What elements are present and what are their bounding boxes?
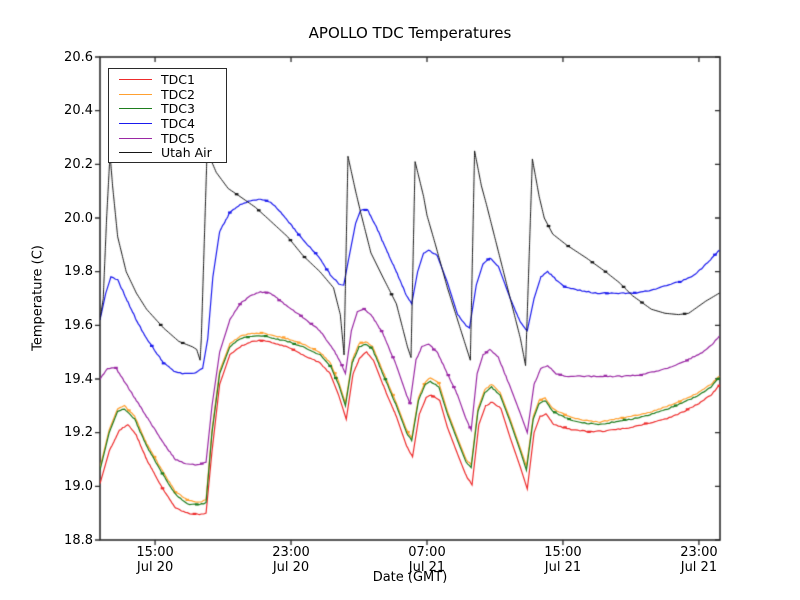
x-tick-date: Jul 20 [272,559,310,575]
legend-row: TDC4 [109,116,226,131]
legend-row: TDC5 [109,131,226,146]
x-tick-time: 07:00 [408,545,446,560]
x-tick-label: 23:00 Jul 21 [657,545,741,575]
legend-line-sample [119,78,152,80]
legend-row: TDC3 [109,101,226,116]
x-tick-time: 15:00 [544,545,582,560]
legend-line-sample [119,122,152,124]
legend-row: TDC1 [109,72,226,87]
legend-line-sample [119,93,152,95]
x-tick-date: Jul 20 [136,559,174,575]
legend-line-sample [119,137,152,139]
y-tick-label: 20.0 [64,210,93,226]
y-axis-label: Temperature (C) [30,245,46,351]
y-tick-label: 20.2 [64,156,93,172]
legend-row: Utah Air [109,145,226,160]
y-tick-label: 20.6 [64,49,93,65]
legend-label: TDC4 [161,115,195,131]
legend-label: Utah Air [161,145,212,161]
chart-title: APOLLO TDC Temperatures [308,24,512,42]
y-tick-label: 19.0 [64,478,93,494]
y-tick-label: 18.8 [64,532,93,548]
y-tick-label: 20.4 [64,103,93,119]
legend-label: TDC1 [161,71,195,87]
y-tick-label: 19.8 [64,264,93,280]
y-tick-label: 19.6 [64,317,93,333]
legend-label: TDC5 [161,130,195,146]
legend-line-sample [119,152,152,154]
x-tick-label: 15:00 Jul 21 [521,545,605,575]
legend-line-sample [119,108,152,110]
x-tick-date: Jul 21 [408,559,446,575]
x-tick-time: 23:00 [680,545,718,560]
legend-label: TDC3 [161,101,195,117]
x-tick-time: 15:00 [136,545,174,560]
x-tick-date: Jul 21 [680,559,718,575]
x-tick-time: 23:00 [272,545,310,560]
x-tick-label: 23:00 Jul 20 [249,545,333,575]
legend-row: TDC2 [109,87,226,102]
x-tick-label: 07:00 Jul 21 [385,545,469,575]
legend-label: TDC2 [161,86,195,102]
y-tick-label: 19.4 [64,371,93,387]
x-tick-label: 15:00 Jul 20 [113,545,197,575]
y-tick-label: 19.2 [64,425,93,441]
legend: TDC1 TDC2 TDC3 TDC4 TDC5 Utah Air [108,68,227,163]
x-tick-date: Jul 21 [544,559,582,575]
x-axis-label: Date (GMT) [372,570,448,585]
